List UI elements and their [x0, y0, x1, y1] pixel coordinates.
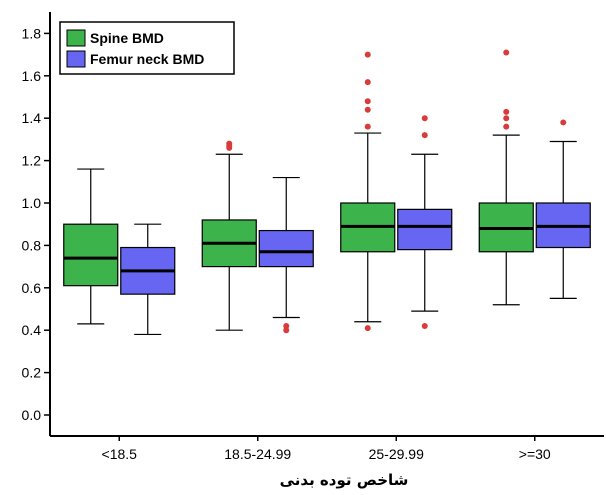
legend-swatch-spine: [66, 29, 86, 47]
y-tick-label: 1.8: [22, 25, 42, 41]
legend-label-femur: Femur neck BMD: [90, 51, 204, 67]
y-tick-label: 1.6: [22, 68, 42, 84]
outlier-point: [503, 108, 510, 115]
legend-frame: [59, 21, 235, 75]
box-spine-2: [340, 51, 396, 332]
x-tick-label: >=30: [519, 446, 551, 462]
y-tick-label: 0.0: [22, 407, 42, 423]
outlier-point: [503, 49, 510, 56]
legend-label-spine: Spine BMD: [90, 30, 164, 46]
y-tick-label: 0.4: [22, 322, 42, 338]
y-axis: 0.0 0.2 0.4 0.6 0.8 1.0 1.2 1.4 1.6 1.8: [22, 25, 50, 423]
y-tick-label: 0.6: [22, 280, 42, 296]
x-tick-label: <18.5: [102, 446, 138, 462]
x-axis-title: شاخص توده بدنی: [280, 471, 409, 489]
outlier-point: [364, 106, 371, 113]
legend-entry-spine: Spine BMD: [66, 29, 164, 47]
box-plots: [63, 49, 591, 336]
outlier-point: [364, 325, 371, 332]
y-tick-label: 1.2: [22, 153, 42, 169]
y-tick-label: 1.0: [22, 195, 42, 211]
outlier-point: [364, 98, 371, 105]
box-iqr: [258, 229, 314, 268]
outlier-point: [503, 115, 510, 122]
x-tick-label: 25-29.99: [369, 446, 424, 462]
box-spine-1: [201, 140, 257, 331]
y-tick-label: 0.2: [22, 365, 42, 381]
outlier-point: [421, 132, 428, 139]
x-tick-label: 18.5-24.99: [224, 446, 291, 462]
outlier-point: [421, 322, 428, 329]
outlier-point: [364, 123, 371, 130]
outlier-point: [421, 115, 428, 122]
legend-entry-femur: Femur neck BMD: [66, 50, 204, 68]
outlier-point: [560, 119, 567, 126]
outlier-point: [283, 322, 290, 329]
box-iqr: [397, 208, 453, 251]
x-axis: <18.5 18.5-24.99 25-29.99 >=30: [102, 436, 551, 462]
outlier-point: [283, 327, 290, 334]
box-femur-0: [120, 223, 176, 336]
box-spine-0: [63, 168, 119, 325]
legend-swatch-femur: [66, 50, 86, 68]
outlier-point: [226, 140, 233, 147]
outlier-point: [364, 51, 371, 58]
y-tick-label: 0.8: [22, 237, 42, 253]
legend: Spine BMD Femur neck BMD: [59, 21, 235, 75]
outlier-point: [503, 123, 510, 130]
box-femur-1: [258, 176, 314, 334]
y-tick-label: 1.4: [22, 110, 42, 126]
box-femur-2: [397, 115, 453, 329]
box-femur-3: [535, 119, 591, 299]
outlier-point: [364, 79, 371, 86]
box-iqr: [63, 223, 119, 287]
box-spine-3: [478, 49, 534, 306]
